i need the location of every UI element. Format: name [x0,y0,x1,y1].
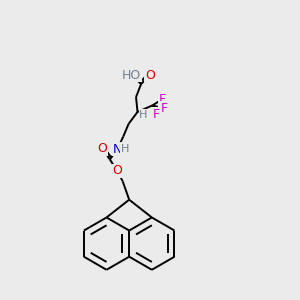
Text: HO: HO [122,69,141,82]
Text: H: H [121,144,129,154]
Text: O: O [145,69,155,82]
Text: F: F [158,93,166,106]
Text: H: H [139,110,148,120]
Text: O: O [112,164,122,177]
Text: O: O [98,142,107,155]
Text: F: F [161,102,168,115]
Text: N: N [112,142,122,156]
Text: F: F [153,108,160,121]
